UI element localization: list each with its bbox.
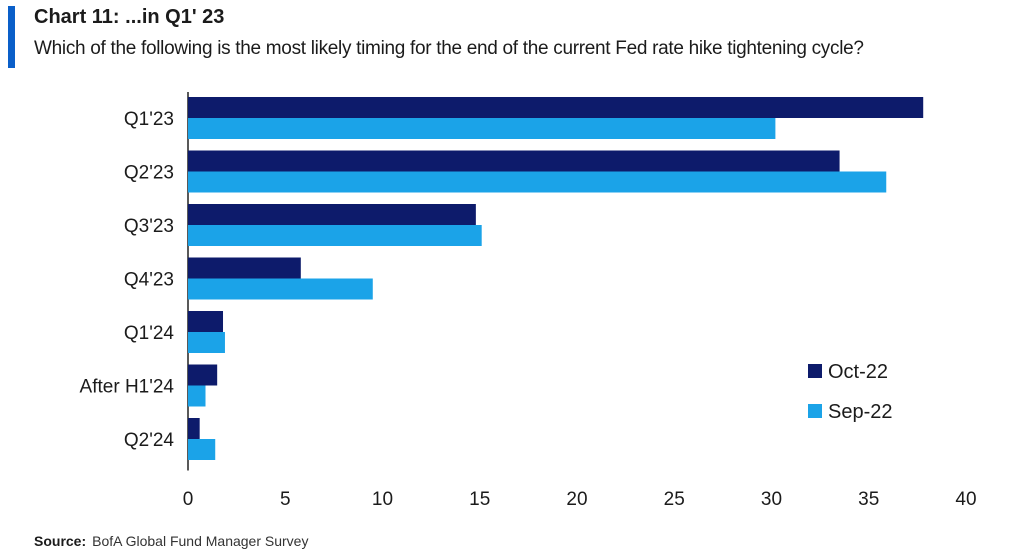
category-label: Q2'23: [124, 163, 174, 184]
bar-sep-22-2: [188, 225, 482, 246]
bar-sep-22-1: [188, 171, 887, 193]
x-tick-label: 25: [664, 489, 685, 510]
bar-sep-22-5: [188, 385, 206, 407]
chart-subtitle: Which of the following is the most likel…: [34, 38, 864, 59]
bar-oct-22-0: [188, 97, 924, 118]
source-label: Source:: [34, 533, 87, 549]
title-accent-bar: [8, 6, 15, 68]
bar-oct-22-2: [188, 204, 476, 225]
x-tick-label: 40: [955, 489, 976, 510]
legend-label: Oct-22: [828, 361, 888, 383]
bar-oct-22-3: [188, 257, 301, 279]
x-tick-label: 10: [372, 489, 393, 510]
x-tick-label: 0: [183, 489, 194, 510]
bar-sep-22-4: [188, 332, 225, 353]
category-label: Q3'23: [124, 216, 174, 237]
source-text: BofA Global Fund Manager Survey: [92, 533, 309, 549]
legend-label: Sep-22: [828, 401, 893, 423]
legend-swatch: [808, 364, 822, 378]
category-label: Q4'23: [124, 270, 174, 291]
bar-oct-22-6: [188, 418, 200, 439]
legend-swatch: [808, 404, 822, 418]
category-label: After H1'24: [80, 377, 175, 398]
category-label: Q1'24: [124, 323, 175, 344]
category-label: Q1'23: [124, 109, 174, 130]
x-tick-label: 35: [858, 489, 879, 510]
x-tick-label: 30: [761, 489, 782, 510]
bar-sep-22-6: [188, 439, 216, 460]
chart-title: Chart 11: ...in Q1' 23: [34, 6, 225, 28]
x-tick-label: 5: [280, 489, 291, 510]
bar-sep-22-3: [188, 278, 373, 300]
bar-oct-22-1: [188, 150, 840, 172]
category-label: Q2'24: [124, 430, 175, 451]
x-tick-label: 20: [566, 489, 587, 510]
x-tick-label: 15: [469, 489, 490, 510]
source-line: Source: BofA Global Fund Manager Survey: [34, 533, 308, 549]
bar-oct-22-5: [188, 364, 218, 386]
bar-sep-22-0: [188, 118, 776, 139]
bar-oct-22-4: [188, 311, 224, 332]
